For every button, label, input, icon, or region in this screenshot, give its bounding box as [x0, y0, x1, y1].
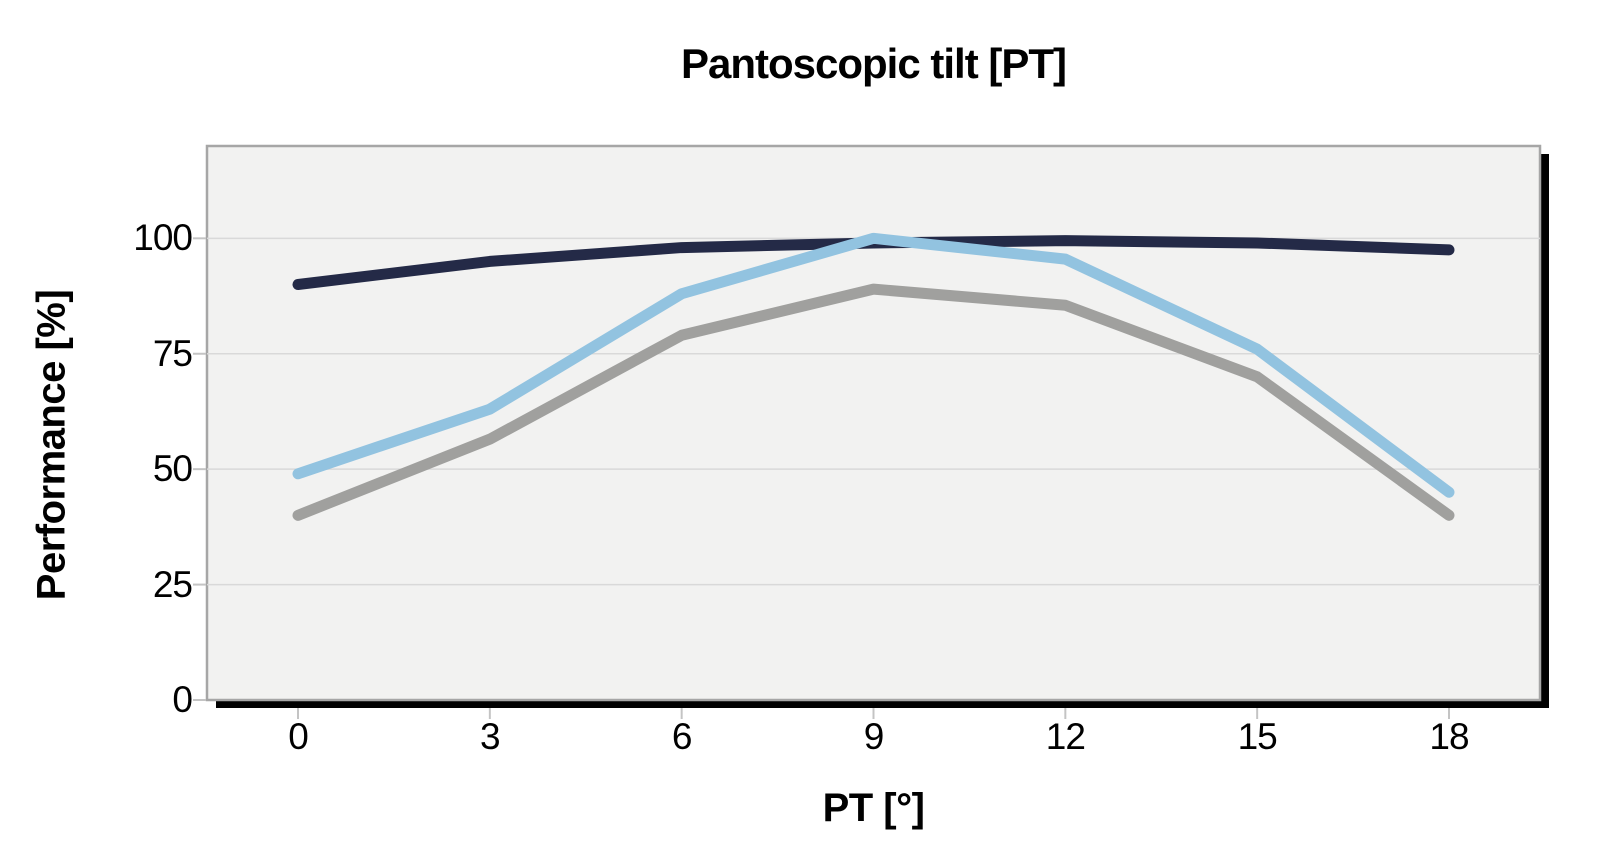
x-tick-label: 0: [288, 716, 309, 757]
y-tick-label: 0: [172, 679, 193, 720]
x-tick-label: 6: [671, 716, 693, 757]
series-line-gray: [292, 283, 1455, 521]
x-tick-label: 3: [480, 716, 501, 757]
y-tick-label: 50: [152, 448, 193, 490]
y-tick-label: 25: [152, 563, 193, 605]
y-tick-label: 100: [133, 217, 193, 259]
chart-title: Pantoscopic tilt [PT]: [680, 40, 1067, 87]
x-tick-label: 18: [1429, 716, 1469, 757]
plot-area: [205, 144, 1542, 702]
x-tick-label: 15: [1237, 716, 1278, 757]
y-tick-label: 75: [152, 332, 193, 374]
x-tick-label: 9: [863, 716, 885, 757]
series-line-light-blue: [292, 232, 1455, 498]
x-tick-label: 12: [1045, 716, 1086, 757]
x-axis-title: PT [°]: [822, 786, 925, 830]
